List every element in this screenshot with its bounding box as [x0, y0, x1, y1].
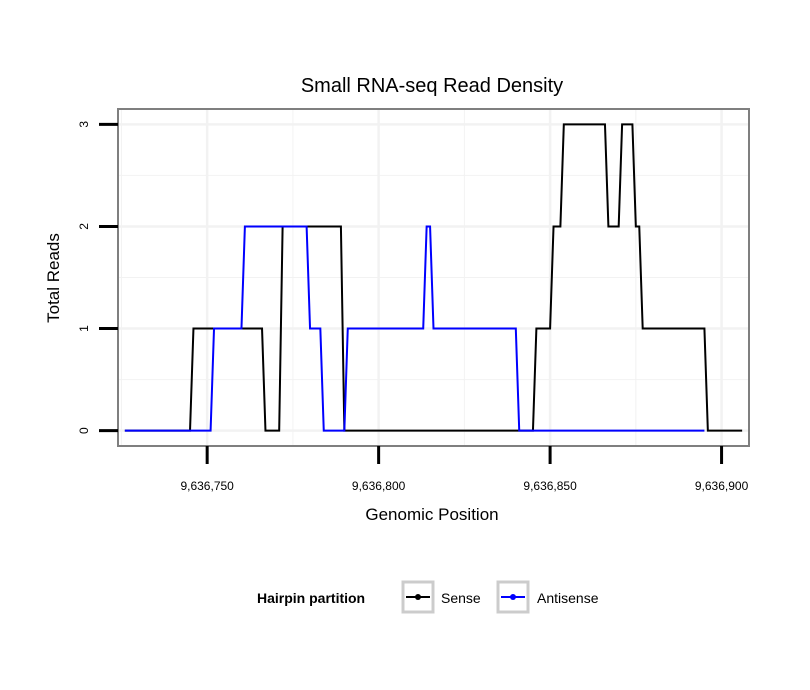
x-tick-label: 9,636,900 [695, 479, 749, 493]
axis-ticks: 9,636,750 9,636,800 9,636,850 9,636,900 0 1 2 3 [77, 121, 749, 493]
series-line-sense [124, 123, 743, 432]
series-layer [124, 123, 743, 432]
y-tick-label: 2 [77, 223, 91, 230]
legend: Hairpin partition Sense Antisense [257, 580, 599, 614]
y-tick-label: 3 [77, 121, 91, 128]
chart-title: Small RNA-seq Read Density [301, 75, 563, 97]
legend-title: Hairpin partition [257, 590, 365, 606]
series-line-antisense [124, 225, 705, 432]
y-axis-title: Total Reads [44, 233, 63, 323]
legend-point-sense [415, 594, 421, 600]
x-axis-title: Genomic Position [365, 505, 498, 524]
x-tick-label: 9,636,800 [352, 479, 406, 493]
legend-label-sense: Sense [441, 590, 481, 606]
plot-panel-border [117, 108, 750, 447]
x-tick-label: 9,636,750 [180, 479, 234, 493]
y-tick-label: 0 [77, 427, 91, 434]
y-tick-label: 1 [77, 325, 91, 332]
legend-point-antisense [510, 594, 516, 600]
legend-label-antisense: Antisense [537, 590, 599, 606]
x-tick-label: 9,636,850 [523, 479, 577, 493]
